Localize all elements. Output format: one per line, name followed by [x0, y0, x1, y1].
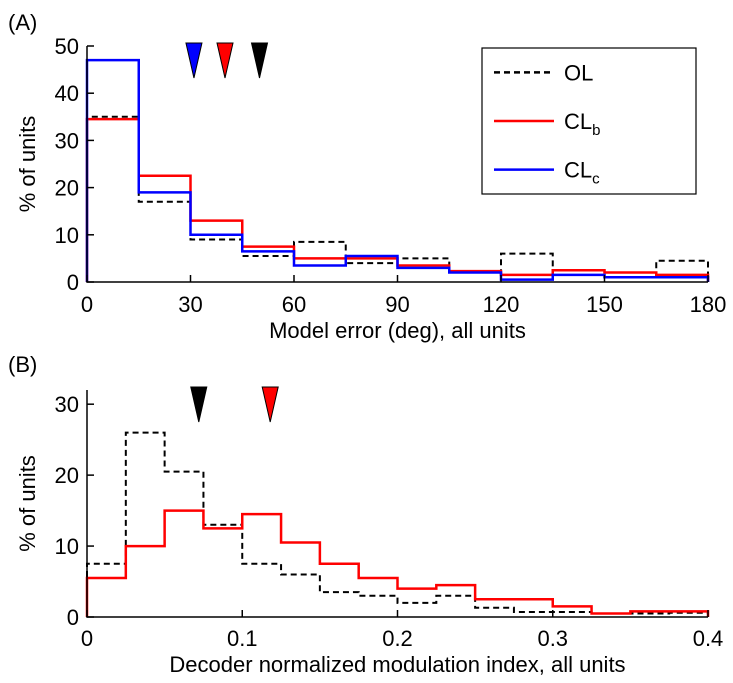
panel-a-ytick-label: 0 — [67, 270, 79, 295]
panel-b-ylabel: % of units — [15, 455, 40, 552]
panel-a-ytick-label: 50 — [55, 34, 79, 59]
panel-a-ytick-label: 20 — [55, 176, 79, 201]
panel-a-label: (A) — [8, 10, 37, 35]
panel-b-xlabel: Decoder normalized modulation index, all… — [169, 652, 625, 677]
panel-a-marker-ol — [250, 42, 269, 79]
panel-a-ytick-label: 10 — [55, 223, 79, 248]
panel-b-xtick-label: 0 — [81, 626, 93, 651]
panel-b-ytick-label: 20 — [55, 463, 79, 488]
panel-b-marker-ol — [190, 386, 208, 423]
panel-b-xtick-label: 0.4 — [693, 626, 724, 651]
panel-a-ylabel: % of units — [15, 116, 40, 213]
panel-b-ytick-label: 0 — [67, 605, 79, 630]
panel-a-ytick-label: 40 — [55, 81, 79, 106]
panel-a-xtick-label: 150 — [586, 292, 623, 317]
panel-a-xtick-label: 90 — [385, 292, 409, 317]
legend-label-cl-c: CLc — [564, 158, 600, 188]
panel-a-xtick-label: 120 — [483, 292, 520, 317]
panel-a-xlabel: Model error (deg), all units — [269, 318, 526, 343]
panel-a-marker-cl-b — [216, 42, 234, 79]
panel-a-xtick-label: 30 — [178, 292, 202, 317]
panel-a-ytick-label: 30 — [55, 128, 79, 153]
panel-b-marker-cl-b — [261, 386, 279, 423]
panel-b-xtick-label: 0.2 — [382, 626, 413, 651]
panel-b-label: (B) — [8, 352, 37, 377]
legend-label-ol: OL — [564, 60, 593, 85]
panel-a-histogram: (A) 0 30 60 90 120 150 180 0 10 20 30 40 50 Model erro… — [8, 10, 726, 343]
panel-a-legend: OL CLb CLc — [481, 47, 697, 195]
panel-a-xtick-label: 180 — [690, 292, 727, 317]
panel-a-marker-cl-c — [185, 42, 203, 79]
panel-b-ytick-label: 10 — [55, 534, 79, 559]
panel-b-ytick-label: 30 — [55, 392, 79, 417]
panel-b-xtick-label: 0.3 — [537, 626, 568, 651]
panel-a-xtick-label: 60 — [282, 292, 306, 317]
panel-a-series-cl-c — [85, 58, 710, 282]
panel-b-series-cl-b — [85, 509, 710, 617]
panel-b-histogram: (B) 0 0.1 0.2 0.3 0.4 0 10 20 30 Decoder normalize… — [8, 352, 723, 677]
panel-a-xtick-label: 0 — [81, 292, 93, 317]
panel-b-xtick-label: 0.1 — [227, 626, 258, 651]
legend-label-cl-b: CLb — [564, 109, 600, 139]
